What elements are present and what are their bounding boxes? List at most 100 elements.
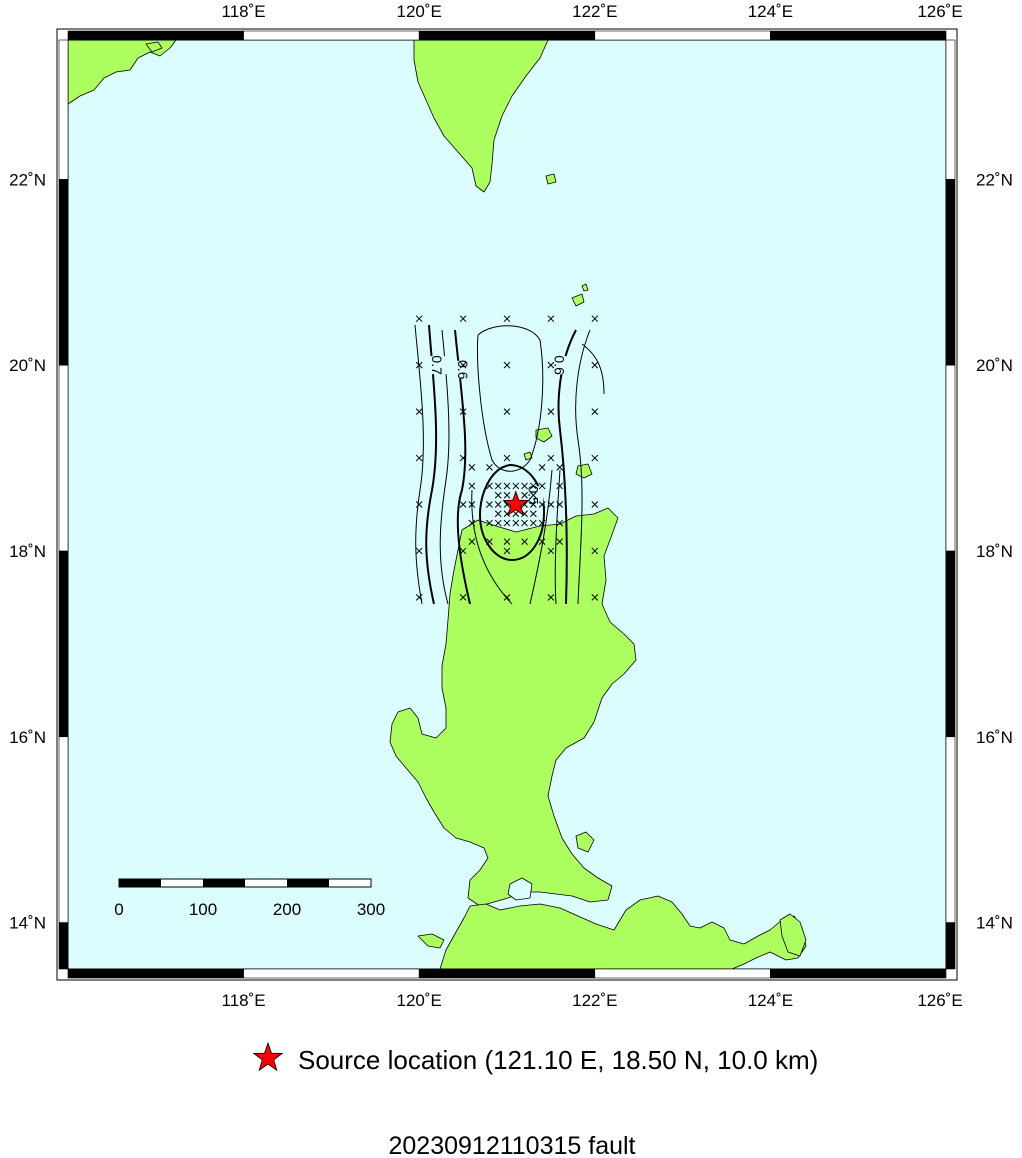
frame-band: [945, 550, 956, 738]
grid-point: [459, 408, 467, 415]
grid-point: [459, 454, 467, 462]
contour-line: [554, 469, 561, 605]
grid-point: [521, 482, 528, 490]
contour-label: 0.7: [429, 355, 445, 375]
land-island-itbayat: [545, 173, 557, 185]
lat-tick-label: 18˚N: [9, 542, 46, 561]
grid-point: [591, 501, 599, 508]
contour-label: 0.6: [455, 360, 471, 380]
grid-point: [529, 491, 537, 499]
lat-tick-label: 22˚N: [9, 170, 46, 189]
frame-band: [945, 736, 956, 923]
grid-point: [486, 482, 493, 490]
grid-point: [459, 315, 467, 323]
land-island-calayan: [535, 427, 553, 443]
lon-tick-label: 120˚E: [397, 991, 442, 1010]
contour-line: [439, 329, 450, 605]
grid-point: [503, 315, 511, 323]
grid-point: [503, 454, 511, 462]
grid-point: [503, 361, 511, 369]
grid-point: [556, 482, 564, 490]
lon-tick-label: 122˚E: [572, 991, 617, 1010]
grid-point: [547, 361, 555, 369]
frame-band: [418, 968, 596, 979]
grid-point: [415, 315, 423, 323]
grid-point: [547, 408, 555, 415]
scale-bar-segment: [287, 879, 329, 887]
lat-tick-label: 20˚N: [976, 356, 1013, 375]
grid-point: [503, 491, 511, 499]
grid-point: [591, 547, 599, 555]
lat-tick-label: 18˚N: [976, 542, 1013, 561]
frame-band: [594, 30, 771, 41]
lat-tick-label: 14˚N: [9, 914, 46, 933]
grid-point: [538, 501, 546, 508]
scale-label-100: 100: [189, 900, 217, 919]
land-luzon: [389, 507, 637, 907]
frame-band: [58, 364, 69, 552]
grid-point: [503, 594, 511, 601]
contour-line: [454, 329, 471, 605]
lon-tick-label: 120˚E: [397, 2, 442, 21]
grid-point: [468, 463, 476, 471]
lat-tick-label: 20˚N: [9, 356, 46, 375]
grid-point: [529, 501, 537, 508]
grid-point: [415, 361, 423, 369]
grid-point: [494, 482, 502, 490]
lon-tick-label: 126˚E: [917, 2, 962, 21]
scale-label-200: 200: [273, 900, 301, 919]
grid-point: [529, 510, 537, 518]
grid-point: [468, 538, 476, 546]
grid-point: [547, 547, 555, 555]
frame-band: [243, 968, 420, 979]
grid-point: [494, 519, 502, 527]
land-china-coast: [68, 40, 177, 105]
contour-line: [575, 329, 591, 605]
grid-point: [459, 501, 467, 508]
grid-point: [494, 510, 502, 518]
grid-point: [512, 482, 520, 490]
frame-band: [945, 922, 956, 970]
land-island-batan: [571, 293, 585, 307]
grid-point: [521, 519, 528, 527]
grid-point: [503, 547, 511, 555]
contour-label-bg: [453, 360, 474, 379]
contour-line: [581, 343, 605, 395]
frame-band: [58, 39, 69, 180]
source-star-icon: [502, 490, 530, 516]
land-islet: [145, 41, 163, 53]
grid-point: [547, 594, 555, 601]
grid-point: [503, 519, 511, 527]
grid-point: [468, 519, 476, 527]
contour-label-bg: [549, 356, 570, 375]
grid-point: [556, 501, 564, 508]
grid-point: [415, 454, 423, 462]
lon-tick-label: 118˚E: [222, 2, 266, 21]
grid-point: [591, 361, 599, 369]
grid-point: [538, 482, 546, 490]
contour-line: [471, 489, 513, 605]
grid-point: [538, 538, 546, 546]
land-polillo: [575, 831, 595, 853]
land-island-sabtang: [581, 283, 589, 292]
grid-point: [529, 519, 537, 527]
land-island-babuyan: [523, 451, 533, 461]
frame-band: [67, 30, 244, 41]
scale-label-0: 0: [114, 900, 123, 919]
grid-point: [494, 491, 502, 499]
scale-bar-segment: [203, 879, 245, 887]
frame-band: [58, 179, 69, 366]
frame-band: [58, 550, 69, 738]
land-taiwan: [413, 40, 549, 193]
grid-point: [591, 594, 599, 601]
frame-band: [945, 179, 956, 366]
grid-point: [459, 547, 467, 555]
frame-band: [418, 30, 596, 41]
lon-tick-label: 124˚E: [748, 2, 793, 21]
grid-point: [512, 510, 520, 518]
grid-point: [547, 454, 555, 462]
land-layer: [68, 40, 807, 969]
grid-point: [538, 463, 546, 471]
grid-point: [591, 454, 599, 462]
grid-point: [486, 501, 493, 508]
